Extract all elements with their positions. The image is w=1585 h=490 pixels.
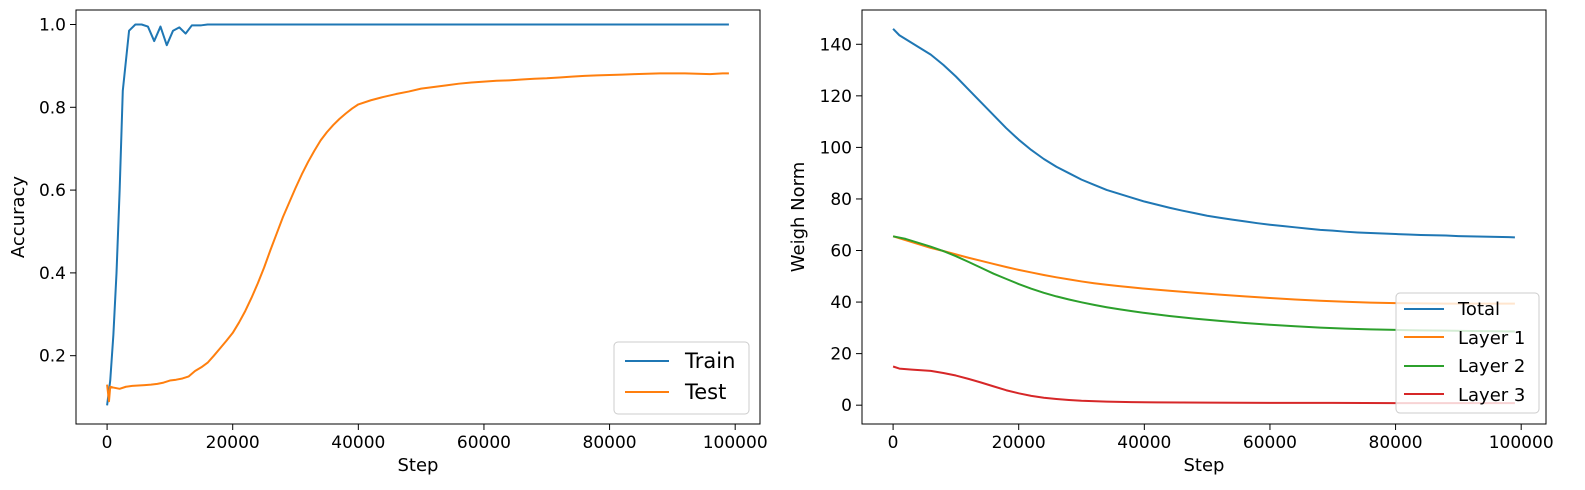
accuracy-x-tick-label: 0 <box>102 433 113 453</box>
accuracy-x-tick-label: 60000 <box>457 433 511 453</box>
weight-norm-chart: 0 20000 40000 60000 80000 100000 0 20 40 60 80 100… <box>788 9 1554 476</box>
weight-norm-x-tick-label: 100000 <box>1489 433 1554 453</box>
weight-norm-x-tick-label: 0 <box>888 433 899 453</box>
legend-label-train: Train <box>684 349 735 373</box>
weight-norm-x-tick-label: 80000 <box>1369 433 1423 453</box>
accuracy-y-tick-label: 0.6 <box>39 181 66 201</box>
weight-norm-x-tick-label: 20000 <box>992 433 1046 453</box>
accuracy-legend: Train Test <box>613 341 750 415</box>
weight-norm-series-total <box>892 28 1515 239</box>
accuracy-y-tick-label: 1.0 <box>39 15 66 35</box>
accuracy-x-tick-label: 20000 <box>206 433 260 453</box>
weight-norm-y-ticks: 0 20 40 60 80 100 120 140 <box>820 35 862 416</box>
weight-norm-y-tick-label: 120 <box>820 87 852 107</box>
accuracy-x-tick-label: 100000 <box>703 433 768 453</box>
weight-norm-axes-frame <box>861 9 1547 425</box>
accuracy-y-tick-label: 0.8 <box>39 98 66 118</box>
legend-label-layer-1: Layer 1 <box>1458 328 1525 349</box>
accuracy-chart: 0 20000 40000 60000 80000 100000 0.2 0.4 0.6 0.8… <box>8 9 768 476</box>
weight-norm-y-tick-label: 0 <box>841 396 852 416</box>
accuracy-y-tick-label: 0.2 <box>39 347 66 367</box>
legend-label-layer-3: Layer 3 <box>1458 385 1525 406</box>
accuracy-axes-frame <box>75 9 761 425</box>
accuracy-x-axis-label: Step <box>398 455 439 476</box>
weight-norm-y-tick-label: 140 <box>820 35 852 55</box>
accuracy-y-axis-label: Accuracy <box>8 176 29 259</box>
weight-norm-y-tick-label: 80 <box>830 190 852 210</box>
weight-norm-x-tick-label: 60000 <box>1243 433 1297 453</box>
accuracy-x-ticks: 0 20000 40000 60000 80000 100000 <box>102 424 768 453</box>
legend-label-total: Total <box>1457 299 1500 320</box>
weight-norm-legend: Total Layer 1 Layer 2 Layer 3 <box>1395 292 1540 414</box>
weight-norm-y-tick-label: 40 <box>830 293 852 313</box>
weight-norm-series-layer-3 <box>892 365 1515 405</box>
accuracy-y-ticks: 0.2 0.4 0.6 0.8 1.0 <box>39 15 76 367</box>
weight-norm-y-axis-label: Weigh Norm <box>788 162 809 272</box>
weight-norm-series-layer-1 <box>892 235 1515 305</box>
accuracy-x-tick-label: 40000 <box>331 433 385 453</box>
weight-norm-y-tick-label: 60 <box>830 242 852 262</box>
weight-norm-x-ticks: 0 20000 40000 60000 80000 100000 <box>888 424 1554 453</box>
weight-norm-y-tick-label: 20 <box>830 345 852 365</box>
legend-label-test: Test <box>684 380 726 404</box>
weight-norm-x-axis-label: Step <box>1184 455 1225 476</box>
weight-norm-series <box>892 28 1515 405</box>
accuracy-series <box>106 23 729 406</box>
legend-label-layer-2: Layer 2 <box>1458 356 1525 377</box>
weight-norm-y-tick-label: 100 <box>820 138 852 158</box>
weight-norm-x-tick-label: 40000 <box>1117 433 1171 453</box>
accuracy-series-train <box>106 23 729 406</box>
accuracy-y-tick-label: 0.4 <box>39 264 66 284</box>
accuracy-series-test <box>106 72 729 403</box>
weight-norm-legend-box <box>1395 292 1540 414</box>
weight-norm-series-layer-2 <box>892 235 1515 333</box>
accuracy-x-tick-label: 80000 <box>583 433 637 453</box>
